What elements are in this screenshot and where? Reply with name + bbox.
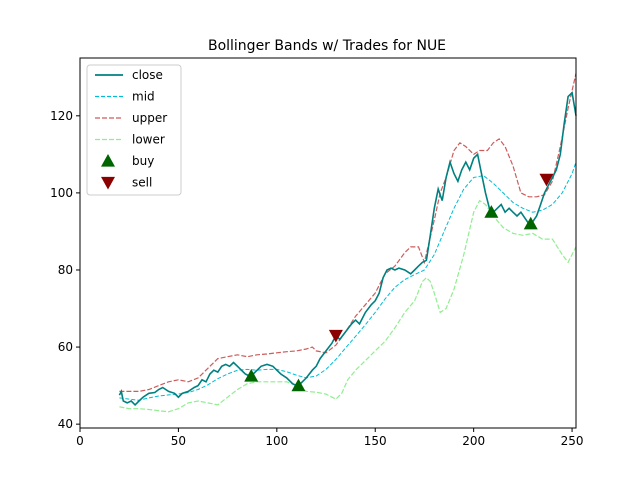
x-tick-label-0: 0 bbox=[76, 434, 84, 448]
buy-marker-1 bbox=[291, 378, 306, 392]
buy-marker-2 bbox=[484, 205, 499, 218]
legend-label-buy: buy bbox=[132, 154, 154, 168]
legend-label-close: close bbox=[132, 68, 163, 82]
legend: close mid upper lower buy sell bbox=[86, 64, 182, 196]
plot-layer bbox=[118, 73, 577, 413]
y-tick-label-100: 100 bbox=[50, 186, 73, 200]
y-tick-label-80: 80 bbox=[58, 263, 73, 277]
y-tick-label-60: 60 bbox=[58, 340, 73, 354]
series-upper-line bbox=[119, 73, 577, 392]
legend-swatch-sell bbox=[101, 176, 115, 190]
legend-label-upper: upper bbox=[132, 111, 167, 125]
sell-marker-0 bbox=[328, 329, 343, 343]
axes-layer: 0 50 100 150 200 250 40 60 80 100 120 bbox=[50, 109, 583, 448]
plot-frame bbox=[79, 57, 577, 429]
legend-label-sell: sell bbox=[132, 176, 152, 190]
y-tick-label-40: 40 bbox=[58, 417, 73, 431]
series-mid-line bbox=[119, 161, 577, 401]
series-close-line bbox=[118, 91, 577, 407]
x-tick-label-200: 200 bbox=[462, 434, 485, 448]
x-tick-label-100: 100 bbox=[265, 434, 288, 448]
series-lower-line bbox=[119, 199, 577, 413]
buy-marker-0 bbox=[244, 368, 259, 382]
x-tick-label-250: 250 bbox=[561, 434, 584, 448]
x-tick-label-50: 50 bbox=[171, 434, 186, 448]
buy-marker-3 bbox=[523, 216, 538, 230]
legend-label-mid: mid bbox=[132, 90, 155, 104]
chart-title: Bollinger Bands w/ Trades for NUE bbox=[208, 38, 446, 54]
legend-label-lower: lower bbox=[132, 133, 165, 147]
x-tick-label-150: 150 bbox=[364, 434, 387, 448]
sell-marker-1 bbox=[539, 173, 554, 187]
y-tick-label-120: 120 bbox=[50, 109, 73, 123]
legend-swatch-buy bbox=[101, 154, 115, 167]
